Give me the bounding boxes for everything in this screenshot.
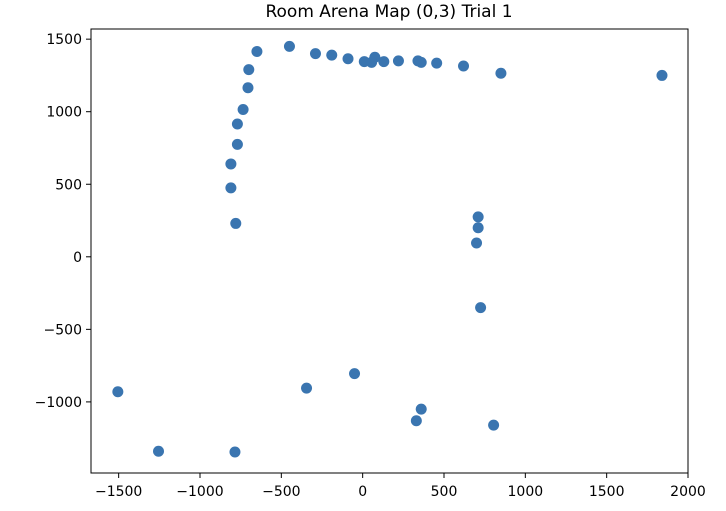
x-axis: −1500 −1000 −500 0 500 1000 1500 2000 bbox=[95, 473, 706, 500]
scatter-point bbox=[431, 57, 443, 69]
scatter-point bbox=[301, 382, 313, 394]
y-tick-label: 1500 bbox=[46, 32, 82, 48]
scatter-point bbox=[230, 217, 242, 229]
scatter-point bbox=[251, 45, 263, 57]
scatter-point bbox=[472, 211, 484, 223]
scatter-point bbox=[475, 302, 487, 314]
y-tick-label: 1000 bbox=[46, 105, 82, 121]
x-tick-label: 0 bbox=[358, 484, 367, 500]
x-tick-label: 1000 bbox=[508, 484, 544, 500]
scatter-point bbox=[229, 446, 241, 458]
scatter-point bbox=[309, 48, 321, 60]
scatter-point bbox=[242, 82, 254, 94]
scatter-point bbox=[112, 386, 124, 398]
x-tick-label: −1000 bbox=[176, 484, 223, 500]
scatter-point bbox=[471, 237, 483, 249]
x-tick-label: 2000 bbox=[670, 484, 706, 500]
scatter-point bbox=[342, 53, 354, 65]
y-tick-label: 0 bbox=[73, 250, 82, 266]
x-tick-label: −1500 bbox=[95, 484, 142, 500]
y-tick-label: 500 bbox=[55, 177, 82, 193]
scatter-point bbox=[488, 419, 500, 431]
scatter-point bbox=[415, 403, 427, 415]
x-tick-label: 1500 bbox=[589, 484, 625, 500]
chart-title: Room Arena Map (0,3) Trial 1 bbox=[265, 2, 512, 22]
scatter-point bbox=[225, 158, 237, 170]
scatter-point bbox=[366, 56, 378, 68]
scatter-point bbox=[472, 222, 484, 234]
y-tick-label: −1000 bbox=[35, 395, 82, 411]
scatter-point bbox=[495, 67, 507, 79]
scatter-point bbox=[225, 182, 237, 194]
scatter-point bbox=[231, 138, 243, 150]
x-tick-label: −500 bbox=[262, 484, 300, 500]
scatter-point bbox=[237, 104, 249, 116]
scatter-point bbox=[243, 64, 255, 76]
scatter-point bbox=[231, 118, 243, 130]
scatter-point bbox=[415, 56, 427, 68]
plot-frame bbox=[90, 28, 689, 474]
scatter-point bbox=[392, 55, 404, 67]
scatter-point bbox=[349, 368, 361, 380]
scatter-point bbox=[153, 445, 165, 457]
scatter-point bbox=[326, 49, 338, 61]
scatter-point bbox=[656, 69, 668, 81]
scatter-point bbox=[410, 415, 422, 427]
x-tick-label: 500 bbox=[431, 484, 458, 500]
scatter-points bbox=[112, 40, 668, 458]
scatter-point bbox=[378, 56, 390, 68]
y-axis: −1000 −500 0 500 1000 1500 bbox=[35, 32, 91, 411]
scatter-point bbox=[283, 40, 295, 52]
y-tick-label: −500 bbox=[44, 322, 82, 338]
scatter-point bbox=[458, 60, 470, 72]
